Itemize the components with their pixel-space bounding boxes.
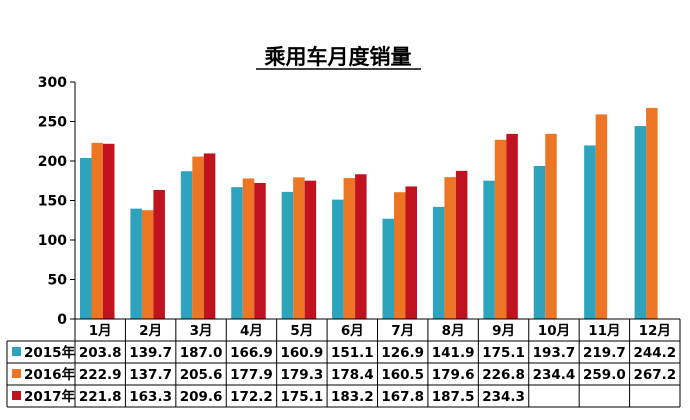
table-cell-value: 172.2: [230, 389, 273, 405]
y-tick-label: 150: [38, 194, 67, 210]
table-cell-value: 222.9: [79, 367, 122, 383]
legend-swatch: [12, 369, 21, 378]
table-cell-value: 163.3: [129, 389, 172, 405]
table-cell-value: 267.2: [633, 367, 676, 383]
bar-2017年-1月: [103, 143, 115, 319]
legend-swatch: [12, 391, 21, 400]
table-cell-value: 193.7: [533, 345, 576, 361]
bar-2016年-10月: [545, 133, 557, 319]
table-cell-value: 219.7: [583, 345, 626, 361]
data-table: 1月 2月 3月 4月 5月 6月 7月 8月 9月 10月 11月 12月 2015年 203.8 139…: [6, 318, 681, 408]
table-cell-value: 203.8: [79, 345, 122, 361]
x-tick-label: 5月: [290, 323, 313, 339]
bar-2015年-10月: [533, 165, 546, 319]
table-cell-value: 205.6: [180, 367, 223, 383]
legend-swatch: [12, 347, 21, 356]
x-tick-label: 8月: [442, 323, 465, 339]
bar-2017年-8月: [455, 170, 468, 319]
x-tick-label: 6月: [341, 323, 364, 339]
x-tick-label: 11月: [588, 323, 620, 339]
y-tick-label: 250: [38, 115, 67, 131]
bar-2017年-2月: [153, 189, 165, 319]
table-cell-value: 187.5: [432, 389, 475, 405]
legend-label: 2016年: [24, 366, 76, 383]
y-tick-label: 300: [38, 75, 67, 91]
bar-2016年-11月: [595, 114, 608, 319]
table-cell-value: 160.5: [381, 367, 424, 383]
x-tick-label: 7月: [391, 323, 414, 339]
table-cell-value: 183.2: [331, 389, 374, 405]
bar-2015年-6月: [332, 199, 344, 319]
bar-2016年-4月: [242, 178, 255, 319]
bar-2016年-1月: [91, 142, 103, 319]
bar-2015年-2月: [130, 208, 142, 319]
table-cell-value: 166.9: [230, 345, 273, 361]
bar-2015年-1月: [80, 157, 92, 319]
bar-2017年-6月: [355, 174, 367, 319]
bar-2015年-11月: [584, 145, 596, 319]
x-tick-label: 10月: [538, 323, 570, 339]
table-cell-value: 167.8: [381, 389, 424, 405]
bar-2016年-3月: [192, 156, 204, 319]
table-cell-value: 175.1: [281, 389, 324, 405]
bar-2017年-4月: [254, 182, 266, 319]
bar-2016年-2月: [141, 210, 154, 319]
table-cell-value: 234.4: [533, 367, 576, 383]
bar-2016年-5月: [293, 177, 305, 319]
bars: [80, 107, 658, 319]
table-cell-value: 178.4: [331, 367, 374, 383]
bar-2015年-5月: [281, 191, 294, 319]
bar-2016年-9月: [494, 139, 507, 319]
table-cell-value: 175.1: [482, 345, 525, 361]
bar-2015年-4月: [231, 187, 243, 319]
table-cell-value: 244.2: [633, 345, 676, 361]
table-cell-value: 234.3: [482, 389, 525, 405]
y-tick-label: 50: [48, 273, 68, 289]
bar-2015年-7月: [382, 218, 394, 319]
bar-2017年-7月: [405, 186, 417, 319]
y-tick-label: 100: [38, 233, 67, 249]
bar-2016年-7月: [394, 192, 406, 319]
x-tick-label: 4月: [240, 323, 263, 339]
table-cell-value: 179.6: [432, 367, 475, 383]
x-tick-label: 3月: [190, 323, 213, 339]
table-cell-value: 209.6: [180, 389, 223, 405]
bar-2016年-12月: [646, 107, 658, 319]
y-tick-label: 0: [57, 312, 67, 328]
table-cell-value: 177.9: [230, 367, 273, 383]
table-cell-value: 226.8: [482, 367, 525, 383]
table-cell-value: 139.7: [129, 345, 172, 361]
table-cell-value: 137.7: [129, 367, 172, 383]
bar-2017年-3月: [203, 153, 216, 319]
table-cell-value: 259.0: [583, 367, 626, 383]
bar-2015年-3月: [180, 171, 193, 319]
bar-2015年-9月: [483, 180, 495, 319]
y-axis: 0 50 100 150 200 250 300: [38, 75, 76, 328]
x-tick-label: 1月: [89, 323, 112, 339]
table-cell-value: 221.8: [79, 389, 122, 405]
table-cell-value: 126.9: [381, 345, 424, 361]
y-tick-label: 200: [38, 154, 67, 170]
table-cell-value: 187.0: [180, 345, 223, 361]
chart-title: 乘用车月度销量: [264, 45, 412, 69]
bar-2015年-12月: [634, 126, 647, 319]
table-cell-value: 141.9: [432, 345, 475, 361]
bar-2015年-8月: [432, 206, 445, 319]
bar-2017年-5月: [304, 180, 317, 319]
x-tick-label: 2月: [139, 323, 162, 339]
table-cell-value: 179.3: [281, 367, 324, 383]
legend-label: 2015年: [24, 344, 76, 361]
legend-label: 2017年: [24, 388, 76, 405]
table-cell-value: 151.1: [331, 345, 374, 361]
bar-2017年-9月: [506, 133, 518, 319]
bar-2016年-6月: [343, 178, 356, 319]
x-tick-label: 12月: [639, 323, 671, 339]
bar-2016年-8月: [444, 177, 456, 319]
table-cell-value: 160.9: [281, 345, 324, 361]
x-tick-label: 9月: [492, 323, 515, 339]
